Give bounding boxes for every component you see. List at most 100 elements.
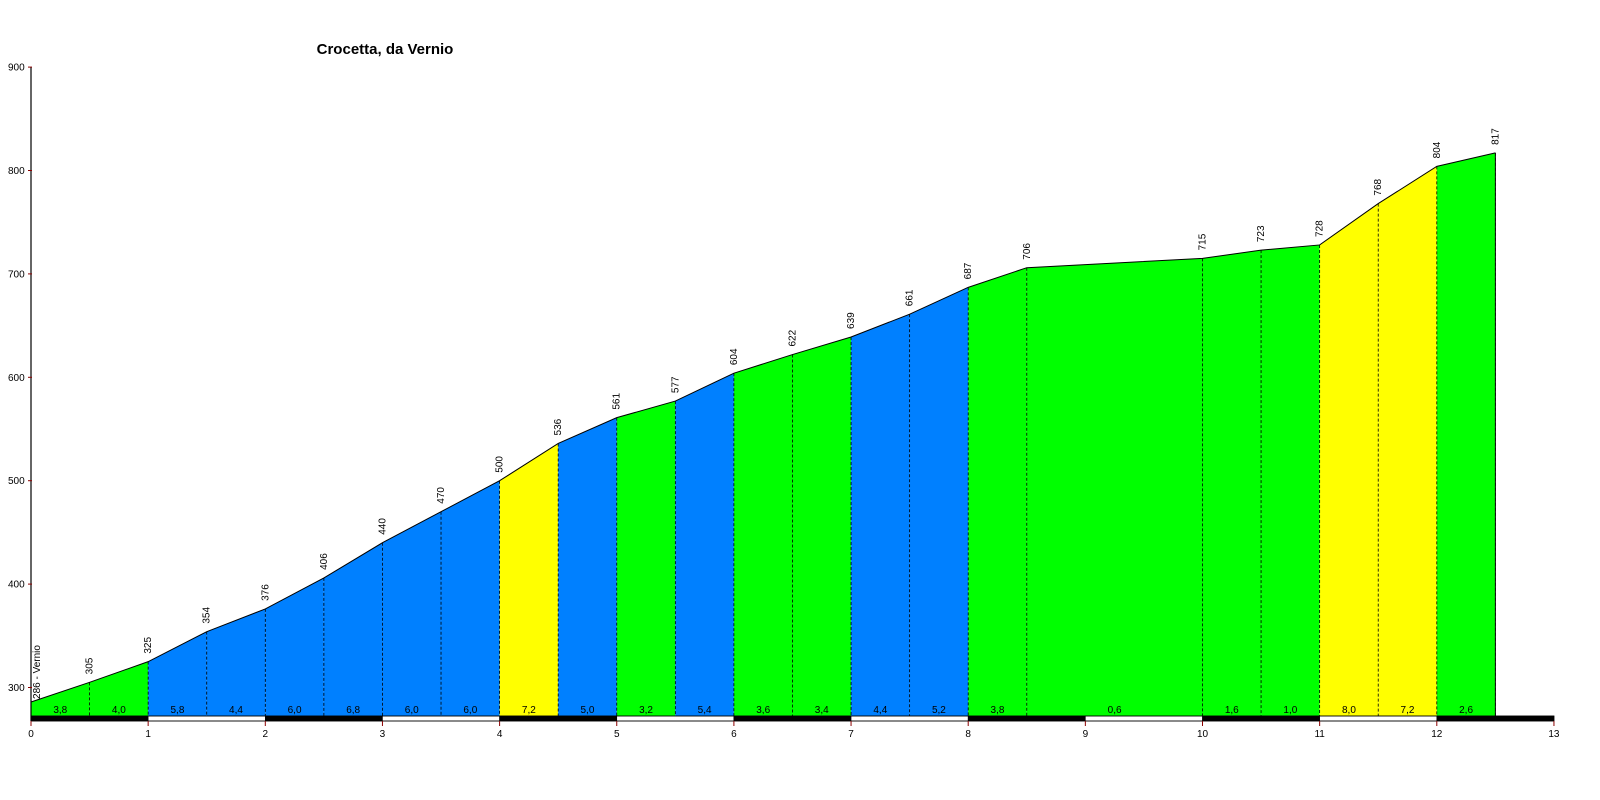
x-tick-label-8: 8: [965, 729, 971, 740]
x-tick-label-10: 10: [1197, 729, 1209, 740]
gradient-label-15: 5,2: [932, 705, 946, 716]
segment-fill-20: [1319, 203, 1379, 717]
km-band-7: [850, 715, 969, 722]
gradient-label-8: 7,2: [522, 705, 536, 716]
x-tick-label-13: 13: [1548, 729, 1560, 740]
gradient-label-14: 4,4: [873, 705, 887, 716]
y-tick-label-4: 700: [8, 269, 25, 280]
elevation-label-5: 440: [377, 518, 388, 535]
segment-fill-1: [89, 661, 149, 717]
elevation-label-7: 500: [495, 456, 506, 473]
km-band-5: [616, 715, 735, 722]
km-band-8: [967, 715, 1086, 722]
elevation-label-17: 715: [1198, 233, 1209, 250]
km-band-10: [1202, 715, 1320, 722]
km-band-9: [1085, 715, 1203, 722]
segment-fill-19: [1261, 244, 1320, 717]
gradient-label-18: 1,6: [1225, 705, 1239, 716]
segment-fill-9: [558, 417, 617, 717]
profile-line: [30, 152, 1496, 703]
x-tick-label-12: 12: [1431, 729, 1443, 740]
km-band-12: [1436, 715, 1555, 722]
y-tick-label-6: 900: [8, 63, 25, 74]
segment-fill-6: [382, 511, 442, 717]
km-band-0: [30, 715, 149, 722]
chart-title: Crocetta, da Vernio: [317, 41, 454, 58]
elevation-label-15: 687: [963, 262, 974, 279]
elevation-label-12: 622: [787, 329, 798, 346]
km-band-3: [382, 715, 500, 722]
elevation-label-0: 305: [85, 657, 96, 674]
segment-fill-0: [31, 682, 90, 717]
y-tick-label-5: 800: [8, 166, 25, 177]
x-tick-label-3: 3: [380, 729, 386, 740]
segment-fill-8: [499, 443, 559, 717]
gradient-label-1: 4,0: [112, 705, 126, 716]
y-tick-label-2: 500: [8, 476, 25, 487]
segment-fill-15: [909, 287, 969, 717]
segment-fill-11: [675, 373, 734, 717]
y-tick-label-1: 400: [8, 580, 25, 591]
segment-fill-22: [1436, 152, 1496, 717]
elevation-label-4: 406: [319, 553, 330, 570]
x-tick-label-11: 11: [1314, 729, 1325, 740]
segment-fill-13: [792, 336, 852, 717]
x-tick-label-4: 4: [497, 729, 503, 740]
gradient-label-19: 1,0: [1283, 705, 1297, 716]
y-tick-label-0: 300: [8, 683, 25, 694]
elevation-label-10: 577: [670, 376, 681, 393]
x-tick-label-9: 9: [1083, 729, 1089, 740]
segment-fill-14: [851, 314, 910, 717]
km-band-11: [1319, 715, 1438, 722]
gradient-label-2: 5,8: [170, 705, 184, 716]
elevation-label-11: 604: [729, 348, 740, 365]
gradient-label-3: 4,4: [229, 705, 243, 716]
x-tick-label-0: 0: [28, 729, 34, 740]
segment-fill-10: [616, 401, 676, 717]
x-tick-label-7: 7: [848, 729, 854, 740]
elevation-label-14: 661: [905, 289, 916, 306]
elevation-label-1: 325: [143, 637, 154, 654]
gradient-label-12: 3,6: [756, 705, 770, 716]
km-band-4: [499, 715, 618, 722]
km-band-2: [264, 715, 383, 722]
elevation-label-9: 561: [612, 393, 623, 410]
elevation-label-13: 639: [846, 312, 857, 329]
gradient-label-17: 0,6: [1108, 705, 1122, 716]
elevation-label-2: 354: [202, 607, 213, 624]
segment-fill-4: [265, 577, 324, 717]
km-band-6: [733, 715, 852, 722]
elevation-label-19: 728: [1315, 220, 1326, 237]
gradient-label-21: 7,2: [1401, 705, 1415, 716]
km-band: [30, 715, 1555, 722]
x-tick-label-6: 6: [731, 729, 737, 740]
segment-fill-21: [1378, 166, 1437, 717]
x-tick-label-2: 2: [263, 729, 269, 740]
elevation-label-16: 706: [1022, 243, 1033, 260]
x-tick-label-1: 1: [145, 729, 151, 740]
elevation-label-18: 723: [1256, 225, 1267, 242]
gradient-label-6: 6,0: [405, 705, 419, 716]
segment-fill-2: [148, 631, 207, 717]
gradient-label-9: 5,0: [581, 705, 595, 716]
gradient-label-16: 3,8: [991, 705, 1005, 716]
segment-fill-18: [1202, 250, 1262, 718]
x-tick-label-5: 5: [614, 729, 620, 740]
elevation-label-21: 804: [1432, 141, 1443, 158]
segment-fill-17: [1026, 258, 1203, 717]
elevation-label-22: 817: [1490, 128, 1501, 145]
elevation-label-20: 768: [1373, 178, 1384, 195]
segment-fill-7: [441, 480, 500, 717]
segment-fill-16: [968, 267, 1027, 717]
gradient-labels: 3,8 4,0 5,8 4,4 6,0 6,8 6,0 6,0 7,2 5,0 3,2 5,4 3,6 3…: [53, 705, 1473, 716]
elevation-label-6: 470: [436, 487, 447, 504]
y-tick-label-3: 600: [8, 373, 25, 384]
segment-fill-12: [733, 354, 793, 717]
gradient-label-20: 8,0: [1342, 705, 1356, 716]
elevation-labels: 305 325 354 376 406 440 470 500 536 561 577 604 622 6…: [85, 128, 1502, 675]
gradient-label-22: 2,6: [1459, 705, 1473, 716]
gradient-label-11: 5,4: [698, 705, 712, 716]
gradient-label-0: 3,8: [53, 705, 67, 716]
